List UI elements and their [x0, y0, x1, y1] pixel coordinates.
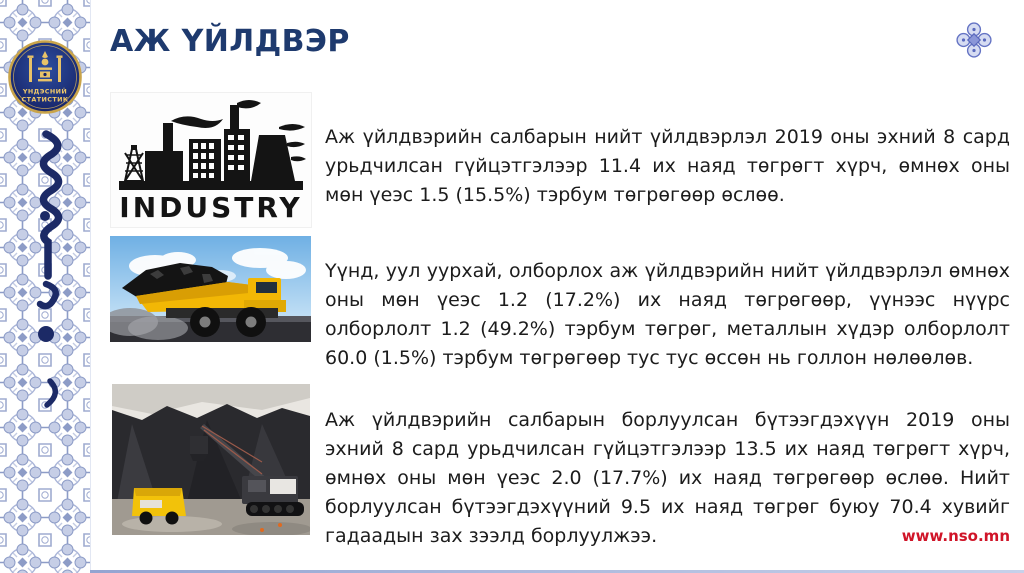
logo-text-line1: ҮНДЭСНИЙ: [22, 87, 67, 96]
vertical-mongolian-script: [16, 126, 72, 426]
excavator-shape: [190, 424, 304, 516]
sidebar-ornament-panel: ҮНДЭСНИЙ СТАТИСТИК: [0, 0, 91, 573]
paragraph-sales: Аж үйлдвэрийн салбарын борлуулсан бүтээг…: [325, 409, 1010, 547]
logo-text-line2: СТАТИСТИК: [22, 96, 69, 104]
website-link[interactable]: www.nso.mn: [901, 527, 1010, 545]
nso-logo: ҮНДЭСНИЙ СТАТИСТИК: [8, 40, 82, 114]
coal-truck-photo: [110, 236, 311, 342]
industry-image-label: INDUSTRY: [119, 191, 302, 224]
industry-pictogram: INDUSTRY: [110, 92, 312, 228]
corner-rosette-icon: [956, 22, 992, 62]
paragraph-mining: Үүнд, уул уурхай, олборлох аж үйлдвэрийн…: [325, 260, 1010, 369]
paragraph-production: Аж үйлдвэрийн салбарын нийт үйлдвэрлэл 2…: [325, 126, 1010, 206]
haul-truck-shape: [132, 488, 186, 525]
bottom-accent-line: [90, 570, 1024, 573]
soyombo-emblem: [27, 51, 63, 82]
open-pit-mine-photo: [112, 384, 310, 535]
page-title: АЖ ҮЙЛДВЭР: [110, 24, 350, 59]
